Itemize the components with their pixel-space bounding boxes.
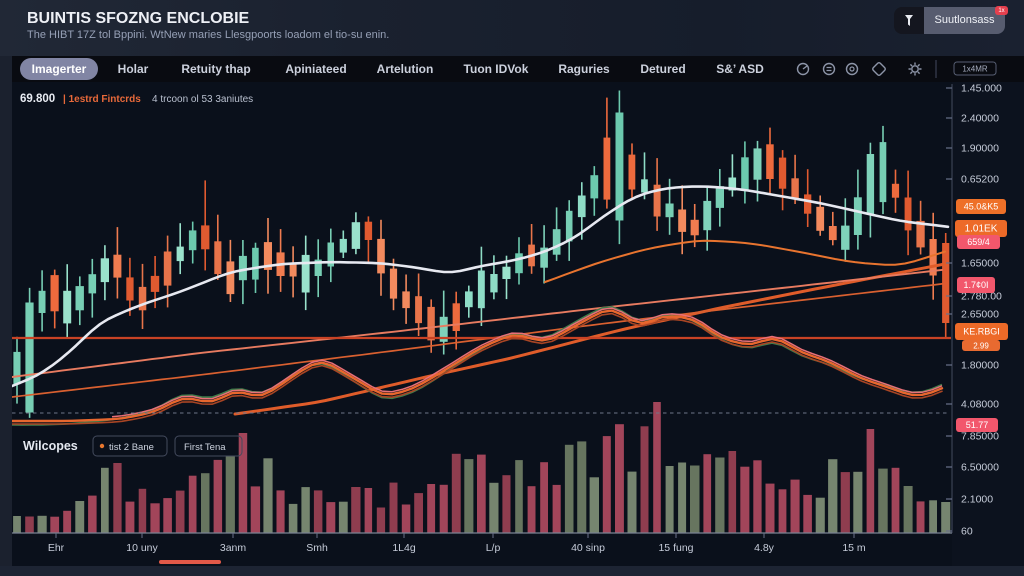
svg-text:1.7¢0I: 1.7¢0I: [963, 280, 988, 290]
svg-text:L/p: L/p: [486, 542, 501, 554]
svg-text:4.08000: 4.08000: [961, 399, 999, 411]
svg-text:Wilcopes: Wilcopes: [23, 439, 78, 453]
svg-text:2.65000: 2.65000: [961, 309, 999, 321]
svg-text:Retuity thap: Retuity thap: [181, 62, 250, 76]
svg-text:Apiniateed: Apiniateed: [285, 62, 346, 76]
svg-text:Detured: Detured: [640, 62, 685, 76]
svg-text:51.77: 51.77: [966, 420, 989, 430]
svg-text:KE.RBGI: KE.RBGI: [963, 327, 1000, 337]
svg-text:0.65200: 0.65200: [961, 174, 999, 186]
svg-text:40 sinp: 40 sinp: [571, 542, 605, 554]
svg-text:| 1estrd Fintcrds: | 1estrd Fintcrds: [63, 94, 141, 105]
svg-text:659/4: 659/4: [967, 237, 990, 247]
svg-text:2.780.00: 2.780.00: [961, 291, 1002, 303]
svg-text:69.800: 69.800: [20, 93, 55, 105]
svg-text:45.0&K5: 45.0&K5: [964, 202, 999, 212]
svg-text:1.80000: 1.80000: [961, 360, 999, 372]
svg-text:Ehr: Ehr: [48, 542, 65, 554]
svg-text:Holar: Holar: [118, 62, 149, 76]
svg-text:15 fung: 15 fung: [658, 542, 693, 554]
svg-text:1.45.000: 1.45.000: [961, 83, 1002, 95]
svg-text:1.90000: 1.90000: [961, 143, 999, 155]
svg-text:First Tena: First Tena: [184, 442, 226, 453]
svg-text:1.01EK: 1.01EK: [965, 224, 998, 235]
svg-text:1x4MR: 1x4MR: [962, 65, 988, 74]
svg-text:60: 60: [961, 526, 973, 538]
svg-text:7.85000: 7.85000: [961, 431, 999, 443]
svg-text:15 m: 15 m: [842, 542, 866, 554]
svg-text:Imagerter: Imagerter: [32, 62, 87, 76]
svg-text:S&’ ASD: S&’ ASD: [716, 62, 764, 76]
svg-text:2.40000: 2.40000: [961, 113, 999, 125]
svg-text:3anm: 3anm: [220, 542, 247, 554]
svg-text:6.50000: 6.50000: [961, 462, 999, 474]
svg-text:Smh: Smh: [306, 542, 328, 554]
svg-text:Artelution: Artelution: [377, 62, 434, 76]
svg-text:2.1000: 2.1000: [961, 494, 993, 506]
svg-text:10 uny: 10 uny: [126, 542, 158, 554]
svg-text:tist 2 Bane: tist 2 Bane: [109, 442, 154, 453]
svg-text:Tuon IDVok: Tuon IDVok: [464, 62, 529, 76]
svg-text:1.65000: 1.65000: [961, 258, 999, 270]
svg-text:4.8y: 4.8y: [754, 542, 775, 554]
svg-text:4 trcoon ol 53 3aniutes: 4 trcoon ol 53 3aniutes: [152, 94, 253, 105]
svg-text:Raguries: Raguries: [558, 62, 610, 76]
svg-text:2.99: 2.99: [973, 342, 989, 351]
svg-text:1L4g: 1L4g: [392, 542, 416, 554]
